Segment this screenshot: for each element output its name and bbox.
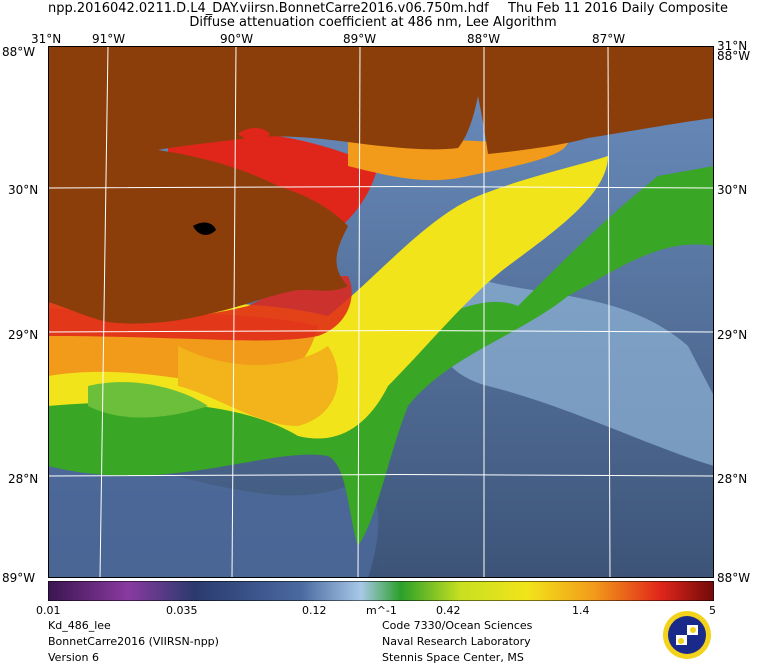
gridline-lon-90 — [231, 46, 237, 578]
lake-pontchartrain — [238, 128, 270, 140]
coastal-red-band — [48, 276, 352, 341]
lat-label-28n-right: 28°N — [717, 472, 748, 486]
colorbar-tick: 0.12 — [302, 604, 327, 617]
lon-label-88w: 88°W — [467, 32, 501, 46]
nrl-seal-icon — [663, 611, 711, 659]
corner-label-bottom-right: 88°W — [717, 571, 751, 585]
colorbar-tick: 0.01 — [36, 604, 61, 617]
lon-label-89w: 89°W — [343, 32, 377, 46]
lat-label-top-right: 31°N — [717, 39, 748, 53]
footer-location: Stennis Space Center, MS — [382, 651, 524, 664]
colorbar-tick: 0.42 — [436, 604, 461, 617]
filename-label: npp.2016042.0211.D.L4_DAY.viirsn.BonnetC… — [48, 1, 489, 16]
lat-label-29n-left: 29°N — [8, 328, 39, 342]
footer-code: Code 7330/Ocean Sciences — [382, 619, 533, 632]
gridline-lat-29 — [48, 330, 714, 333]
lat-label-29n-right: 29°N — [717, 328, 748, 342]
corner-label-top-right: 88°W — [717, 49, 751, 63]
map-frame — [48, 46, 714, 578]
footer-right: Code 7330/Ocean Sciences Naval Research … — [382, 618, 532, 666]
gridline-lon-91 — [99, 46, 109, 578]
ocean-swirl — [48, 446, 379, 578]
colorbar-tick: 5 — [709, 604, 716, 617]
gridline-lat-28 — [48, 474, 714, 477]
colorbar-gradient — [48, 581, 714, 601]
title-block: npp.2016042.0211.D.L4_DAY.viirsn.BonnetC… — [48, 2, 728, 30]
date-label: Thu Feb 11 2016 Daily Composite — [508, 1, 728, 16]
kd486-map — [48, 46, 714, 578]
land-area — [48, 46, 714, 324]
footer-left: Kd_486_lee BonnetCarre2016 (VIIRSN-npp) … — [48, 618, 219, 666]
gridline-lon-87 — [607, 46, 611, 578]
graticule — [48, 46, 714, 578]
lon-label-90w: 90°W — [220, 32, 254, 46]
lon-label-87w: 87°W — [592, 32, 626, 46]
footer-product: Kd_486_lee — [48, 619, 111, 632]
colorbar-units: m^-1 — [366, 604, 397, 617]
lat-label-28n-left: 28°N — [8, 472, 39, 486]
footer-lab: Naval Research Laboratory — [382, 635, 531, 648]
lake — [193, 222, 216, 235]
lat-label-30n-left: 30°N — [8, 183, 39, 197]
plume-orange-2 — [178, 346, 338, 426]
colorbar — [48, 581, 714, 601]
green-eddy — [88, 382, 208, 418]
colorbar-tick: 1.4 — [572, 604, 590, 617]
corner-label-top-left: 88°W — [2, 45, 36, 59]
lon-label-91w: 91°W — [92, 32, 126, 46]
gridline-lon-89 — [357, 46, 361, 578]
lat-label-top-left: 31°N — [31, 32, 62, 46]
footer-dataset: BonnetCarre2016 (VIIRSN-npp) — [48, 635, 219, 648]
corner-label-bottom-left: 89°W — [2, 571, 36, 585]
product-label: Diffuse attenuation coefficient at 486 n… — [189, 15, 557, 30]
gridline-lat-30 — [48, 186, 714, 189]
lat-label-30n-right: 30°N — [717, 183, 748, 197]
footer-version: Version 6 — [48, 651, 99, 664]
colorbar-tick: 0.035 — [166, 604, 198, 617]
